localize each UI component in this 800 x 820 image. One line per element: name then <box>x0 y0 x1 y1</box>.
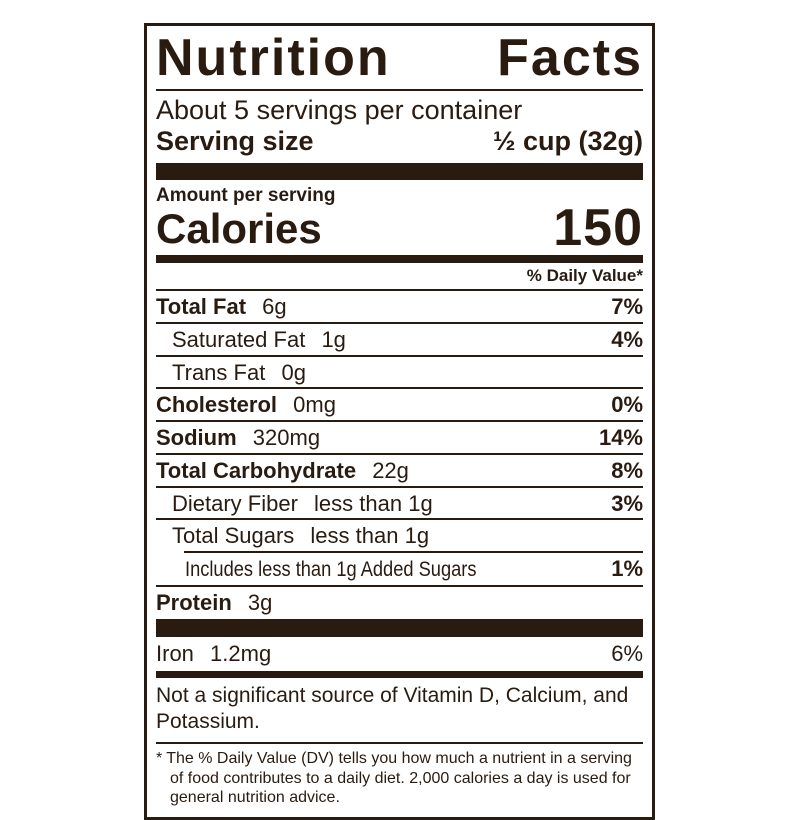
nutrient-row-total-sugars: Total Sugars less than 1g <box>156 520 643 551</box>
nutrient-row-trans-fat: Trans Fat 0g <box>156 357 643 390</box>
nutrient-name-group: Protein 3g <box>156 591 272 615</box>
calories-value: 150 <box>553 198 643 257</box>
nutrient-daily-value: 8% <box>611 457 643 483</box>
nutrient-name: Total Carbohydrate <box>156 457 357 483</box>
nutrient-name: Trans Fat <box>172 359 266 385</box>
nutrient-amount: 1.2mg <box>210 640 272 666</box>
nutrient-amount: 0mg <box>293 392 336 418</box>
nutrient-daily-value: 3% <box>611 490 643 516</box>
nutrient-name-group: Total Sugars less than 1g <box>156 524 429 548</box>
nutrient-daily-value: 4% <box>611 326 643 352</box>
nutrient-name: Includes less than 1g Added Sugars <box>185 558 477 582</box>
label-title-word-1: Nutrition <box>156 29 391 87</box>
label-title-word-2: Facts <box>497 29 643 87</box>
calories-row: Calories 150 <box>156 198 643 257</box>
nutrient-amount: 22g <box>372 457 409 483</box>
nutrient-name-group: Iron 1.2mg <box>156 640 272 666</box>
daily-value-footnote: * The % Daily Value (DV) tells you how mu… <box>156 744 643 809</box>
nutrient-name-group: Total Carbohydrate 22g <box>156 459 409 483</box>
nutrient-amount: 320mg <box>252 425 321 451</box>
nutrient-row-added-sugars: Includes less than 1g Added Sugars 1% <box>156 553 643 587</box>
nutrition-facts-label: Nutrition Facts About 5 servings per con… <box>144 23 655 820</box>
nutrient-row-cholesterol: Cholesterol 0mg 0% <box>156 389 643 423</box>
calories-label: Calories <box>156 204 322 252</box>
section-divider-bar-thick <box>156 163 643 181</box>
nutrient-amount: 3g <box>247 589 273 615</box>
mineral-divider-bar <box>156 670 643 678</box>
nutrient-name: Dietary Fiber <box>172 490 298 516</box>
nutrient-name: Sodium <box>156 425 237 451</box>
nutrient-name: Total Sugars <box>172 523 295 549</box>
nutrient-amount: 1g <box>321 326 346 352</box>
calories-divider-bar <box>156 254 643 263</box>
nutrient-daily-value: 1% <box>611 556 643 582</box>
nutrient-amount: less than 1g <box>314 490 433 516</box>
nutrient-name-group: Total Fat 6g <box>156 295 287 319</box>
nutrient-name-group: Dietary Fiber less than 1g <box>156 490 433 516</box>
nutrient-row-dietary-fiber: Dietary Fiber less than 1g 3% <box>156 488 643 521</box>
daily-value-header: % Daily Value* <box>156 263 643 292</box>
nutrient-daily-value: 0% <box>611 392 643 418</box>
nutrient-amount: less than 1g <box>310 523 430 549</box>
nutrient-row-saturated-fat: Saturated Fat 1g 4% <box>156 324 643 357</box>
nutrient-name-group: Includes less than 1g Added Sugars <box>156 557 520 582</box>
section-divider-bar-thick <box>156 618 643 637</box>
nutrient-name: Protein <box>156 589 232 615</box>
nutrient-daily-value: 7% <box>611 294 643 320</box>
not-significant-note: Not a significant source of Vitamin D, C… <box>156 678 643 745</box>
nutrient-daily-value: 14% <box>598 425 643 451</box>
serving-size-label: Serving size <box>156 125 314 156</box>
nutrient-name-group: Cholesterol 0mg <box>156 393 336 417</box>
nutrient-name: Saturated Fat <box>172 326 306 352</box>
nutrient-name: Total Fat <box>156 294 247 320</box>
nutrient-row-protein: Protein 3g <box>156 587 643 618</box>
amount-per-serving-label: Amount per serving <box>156 185 336 207</box>
nutrient-row-total-fat: Total Fat 6g 7% <box>156 291 643 324</box>
mineral-row-iron: Iron 1.2mg 6% <box>156 637 643 671</box>
serving-size-value: ½ cup (32g) <box>492 125 643 156</box>
nutrient-amount: 6g <box>262 294 287 320</box>
nutrient-name: Iron <box>156 640 194 666</box>
footnote-text: The % Daily Value (DV) tells you how muc… <box>166 750 632 806</box>
label-title: Nutrition Facts <box>156 31 643 91</box>
nutrient-name-group: Saturated Fat 1g <box>156 328 346 352</box>
footnote-asterisk: * <box>156 750 163 768</box>
servings-per-container: About 5 servings per container <box>156 94 523 125</box>
nutrient-name-group: Sodium 320mg <box>156 426 320 450</box>
added-sugars-indent-rule <box>184 551 643 554</box>
nutrient-name-group: Trans Fat 0g <box>156 359 306 385</box>
serving-size-row: Serving size ½ cup (32g) <box>156 126 643 163</box>
nutrient-name: Cholesterol <box>156 392 278 418</box>
nutrient-row-sodium: Sodium 320mg 14% <box>156 422 643 455</box>
nutrient-row-total-carbohydrate: Total Carbohydrate 22g 8% <box>156 455 643 488</box>
nutrient-amount: 0g <box>281 359 306 385</box>
nutrient-daily-value: 6% <box>611 640 643 666</box>
